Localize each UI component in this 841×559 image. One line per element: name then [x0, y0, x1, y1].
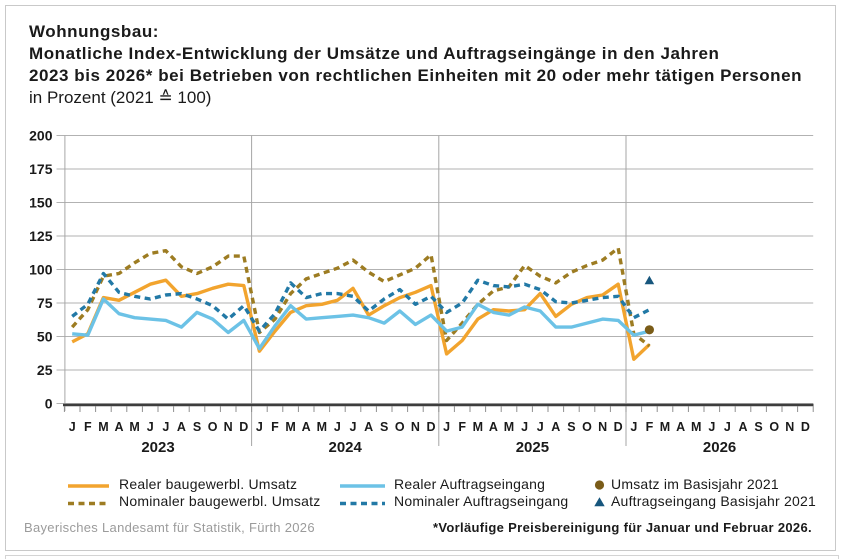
svg-text:O: O — [208, 420, 218, 434]
svg-text:J: J — [350, 420, 357, 434]
svg-text:125: 125 — [29, 228, 53, 244]
svg-text:O: O — [582, 420, 592, 434]
svg-text:A: A — [114, 420, 123, 434]
svg-text:S: S — [380, 420, 388, 434]
svg-text:J: J — [630, 420, 637, 434]
svg-text:F: F — [84, 420, 92, 434]
svg-text:J: J — [724, 420, 731, 434]
svg-text:M: M — [317, 420, 327, 434]
svg-text:M: M — [473, 420, 483, 434]
svg-text:D: D — [801, 420, 810, 434]
svg-text:A: A — [302, 420, 311, 434]
svg-text:N: N — [411, 420, 420, 434]
svg-text:A: A — [676, 420, 685, 434]
svg-text:M: M — [285, 420, 295, 434]
svg-text:2024: 2024 — [329, 439, 363, 456]
svg-text:F: F — [271, 420, 279, 434]
svg-text:J: J — [537, 420, 544, 434]
svg-text:F: F — [646, 420, 654, 434]
svg-text:A: A — [364, 420, 373, 434]
svg-text:N: N — [598, 420, 607, 434]
svg-text:S: S — [193, 420, 201, 434]
svg-text:M: M — [129, 420, 139, 434]
svg-text:J: J — [69, 420, 76, 434]
svg-text:200: 200 — [29, 128, 53, 144]
svg-text:2023: 2023 — [141, 439, 174, 456]
svg-text:100: 100 — [29, 262, 53, 278]
svg-text:F: F — [458, 420, 466, 434]
svg-text:75: 75 — [37, 295, 53, 311]
svg-text:N: N — [785, 420, 794, 434]
svg-text:0: 0 — [45, 396, 53, 412]
svg-text:S: S — [567, 420, 575, 434]
svg-text:J: J — [334, 420, 341, 434]
svg-text:J: J — [256, 420, 263, 434]
svg-text:2025: 2025 — [516, 439, 549, 456]
svg-text:M: M — [691, 420, 701, 434]
svg-text:50: 50 — [37, 329, 53, 345]
svg-text:J: J — [147, 420, 154, 434]
svg-text:D: D — [426, 420, 435, 434]
svg-text:J: J — [521, 420, 528, 434]
svg-text:M: M — [504, 420, 514, 434]
svg-text:J: J — [708, 420, 715, 434]
svg-text:175: 175 — [29, 161, 53, 177]
svg-text:N: N — [224, 420, 233, 434]
svg-text:A: A — [177, 420, 186, 434]
svg-text:150: 150 — [29, 195, 53, 211]
svg-text:25: 25 — [37, 362, 53, 378]
svg-text:D: D — [614, 420, 623, 434]
svg-text:M: M — [660, 420, 670, 434]
svg-text:D: D — [239, 420, 248, 434]
svg-text:M: M — [98, 420, 108, 434]
svg-text:2026: 2026 — [703, 439, 736, 456]
svg-text:A: A — [489, 420, 498, 434]
svg-text:A: A — [738, 420, 747, 434]
svg-text:O: O — [395, 420, 405, 434]
svg-text:S: S — [754, 420, 762, 434]
svg-text:O: O — [769, 420, 779, 434]
svg-text:J: J — [443, 420, 450, 434]
svg-text:A: A — [551, 420, 560, 434]
svg-text:J: J — [162, 420, 169, 434]
